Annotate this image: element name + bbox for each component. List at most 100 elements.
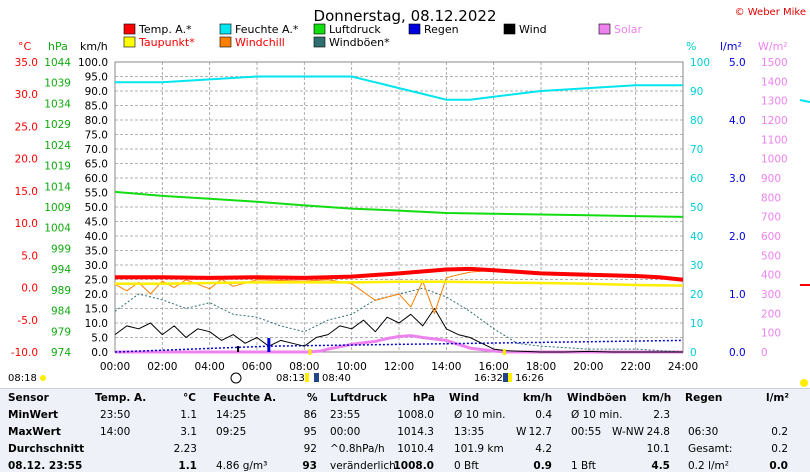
press-time: ^0.8hPa/h xyxy=(330,443,385,455)
wind-tick: 100.0 xyxy=(78,57,108,69)
press-tick: 1044 xyxy=(44,57,71,69)
hum-time: 09:25 xyxy=(216,426,247,438)
hum-tick: 70 xyxy=(690,144,703,156)
legend-label: Windchill xyxy=(235,36,285,49)
hum-tick: 50 xyxy=(690,202,703,214)
wind-tick: 0.0 xyxy=(91,347,108,359)
header-gust-unit: km/h xyxy=(642,392,672,404)
legend-label: Taupunkt* xyxy=(138,36,195,49)
press-time: veränderlich xyxy=(330,460,396,472)
hum-edge-mark xyxy=(799,99,810,103)
rain-tick: 1.0 xyxy=(729,289,746,301)
wind-tick: 45.0 xyxy=(85,217,108,229)
temp-tick: -10.0 xyxy=(11,347,38,359)
plot-grid xyxy=(114,61,684,353)
temp-value: 1.1 xyxy=(178,460,197,472)
hum-tick: 90 xyxy=(690,86,703,98)
rain-bar xyxy=(267,338,271,352)
press-tick: 984 xyxy=(51,306,71,318)
solar-tick: 200 xyxy=(761,308,781,320)
header-rain: Regen xyxy=(685,392,723,404)
temp-value: 2.23 xyxy=(173,443,197,455)
x-tick: 04:00 xyxy=(195,361,225,373)
temp-value: 1.1 xyxy=(180,409,197,421)
rain-value: 0.2 xyxy=(771,426,788,438)
wind-value: 0.4 xyxy=(535,409,552,421)
press-value: 1010.4 xyxy=(397,443,434,455)
rain-tick: 2.0 xyxy=(729,231,746,243)
temp-tick: 30.0 xyxy=(15,89,38,101)
sunrise-marker xyxy=(305,373,309,382)
series-line-luftdruck xyxy=(114,190,684,218)
temp-time: 14:00 xyxy=(100,426,131,438)
legend-swatch xyxy=(123,23,136,35)
header-temp-unit: °C xyxy=(183,392,196,404)
x-tick: 12:00 xyxy=(384,361,414,373)
wind-tick: 60.0 xyxy=(85,173,108,185)
rain-label: 06:30 xyxy=(688,426,719,438)
wind-tick: 30.0 xyxy=(85,260,108,272)
weather-chart: Donnerstag, 08.12.2022 © Weber Mike Temp… xyxy=(8,7,810,387)
solar-tick: 600 xyxy=(761,231,781,243)
legend-swatch xyxy=(313,36,326,48)
x-tick: 22:00 xyxy=(621,361,651,373)
gust-value: 24.8 xyxy=(646,426,670,438)
rain-tick: 3.0 xyxy=(729,173,746,185)
x-tick: 06:00 xyxy=(242,361,272,373)
solar-tick: 100 xyxy=(761,328,781,340)
header-hum-unit: % xyxy=(307,392,318,404)
copyright-label: © Weber Mike xyxy=(735,7,806,18)
solar-tick: 700 xyxy=(761,212,781,224)
sunrise-axis-mark xyxy=(308,349,312,355)
transit-time: 08:40 xyxy=(322,373,351,384)
rain-value: 0.0 xyxy=(769,460,788,472)
header-hum: Feuchte A. xyxy=(213,392,277,404)
legend-swatch xyxy=(219,36,232,48)
press-tick: 989 xyxy=(51,285,71,297)
header-rain-unit: l/m² xyxy=(766,392,789,404)
temp-tick: 35.0 xyxy=(15,57,38,69)
row-label: Durchschnitt xyxy=(8,443,85,455)
solar-unit: W/m² xyxy=(758,40,788,53)
temp-tick: 5.0 xyxy=(21,250,38,262)
x-tick: 10:00 xyxy=(337,361,367,373)
row-label: MaxWert xyxy=(8,426,61,438)
header-wind-unit: km/h xyxy=(523,392,553,404)
stats-table: Sensor Temp. A. °C Feuchte A. % Luftdruc… xyxy=(0,388,810,472)
wind-tick: 95.0 xyxy=(85,72,108,84)
press-tick: 1039 xyxy=(44,78,71,90)
press-unit: hPa xyxy=(48,40,68,53)
gust-label: 1 Bft xyxy=(571,460,596,472)
series-line-taupunkt xyxy=(115,280,684,287)
press-value: 1008.0 xyxy=(397,409,434,421)
hum-tick: 30 xyxy=(690,260,703,272)
gust-dir: W-NW xyxy=(612,426,644,438)
solar-tick: 300 xyxy=(761,289,781,301)
press-tick: 994 xyxy=(51,264,71,276)
temp-tick: 15.0 xyxy=(15,186,38,198)
temp-tick: 25.0 xyxy=(15,121,38,133)
x-tick: 00:00 xyxy=(100,361,130,373)
wind-tick: 25.0 xyxy=(85,275,108,287)
wind-label: 13:35 xyxy=(454,426,485,438)
wind-unit: km/h xyxy=(80,40,108,53)
hum-tick: 20 xyxy=(690,289,703,301)
legend: Temp. A.* Feuchte A.* Luftdruck Regen Wind So… xyxy=(123,23,643,49)
legend-label: Regen xyxy=(424,23,459,36)
solar-tick: 1500 xyxy=(761,57,788,69)
hum-unit: % xyxy=(686,40,696,53)
solar-tick: 1200 xyxy=(761,115,788,127)
sunset-marker xyxy=(508,373,512,382)
moonrise-time: 08:18 xyxy=(8,373,37,384)
row-label: 08.12. 23:55 xyxy=(8,460,83,472)
moon-icon xyxy=(40,375,46,381)
rain-label: Gesamt: xyxy=(688,443,733,455)
hum-tick: 40 xyxy=(690,231,703,243)
wind-label: 0 Bft xyxy=(454,460,479,472)
series-line-tempa xyxy=(115,266,684,282)
hum-tick: 60 xyxy=(690,173,703,185)
wind-tick: 15.0 xyxy=(85,304,108,316)
wind-tick: 10.0 xyxy=(85,318,108,330)
header-temp: Temp. A. xyxy=(95,392,147,404)
wind-dir-mark xyxy=(237,346,240,352)
